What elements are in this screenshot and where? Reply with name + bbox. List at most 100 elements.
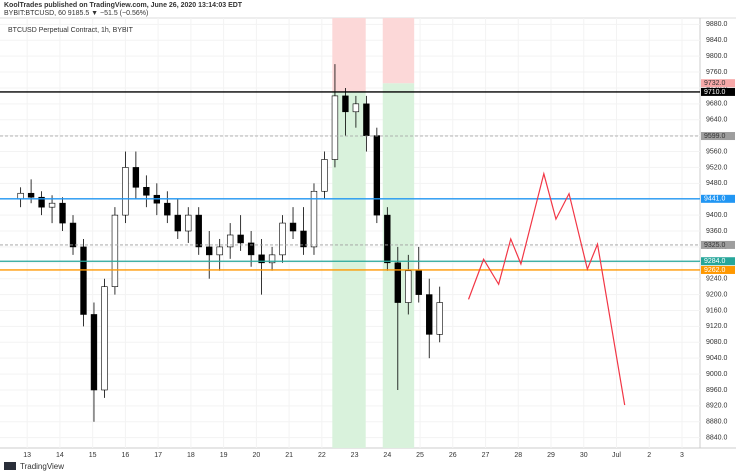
x-tick-label: Jul — [612, 452, 621, 459]
x-tick-label: 13 — [23, 452, 31, 459]
candle-body — [195, 214, 202, 248]
candle-body — [185, 214, 192, 232]
candle-body — [174, 214, 181, 232]
y-tick-label: 9880.0 — [706, 21, 728, 28]
y-tick-label: 9200.0 — [706, 291, 728, 298]
y-tick-label: 8960.0 — [706, 387, 728, 394]
candle-body — [300, 230, 307, 248]
level-tag — [701, 257, 735, 266]
candle-body — [143, 186, 150, 196]
candle-body — [122, 167, 129, 216]
y-tick-label: 9520.0 — [706, 164, 728, 171]
x-tick-label: 27 — [482, 452, 490, 459]
candle-body — [101, 286, 108, 391]
y-tick-label: 9560.0 — [706, 148, 728, 155]
projection-line — [467, 171, 626, 406]
plot — [0, 18, 700, 448]
level-label: 9599.0 — [704, 133, 726, 140]
y-tick-label: 9000.0 — [706, 371, 728, 378]
candle-body — [373, 135, 381, 216]
y-tick-label: 9160.0 — [706, 307, 728, 314]
candle-body — [352, 103, 360, 113]
candle-body — [69, 222, 77, 248]
y-tick-label: 9760.0 — [706, 69, 728, 76]
publisher: KoolTrades published on TradingView.com,… — [4, 2, 243, 9]
level-label: 9284.0 — [704, 258, 726, 265]
candle-body — [38, 196, 45, 208]
candle-body — [405, 270, 412, 303]
candle-body — [384, 214, 391, 264]
x-tick-label: 2 — [647, 452, 651, 459]
y-tick-label: 9480.0 — [706, 180, 728, 187]
candle-body — [331, 95, 339, 160]
candle-body — [164, 202, 171, 216]
brand: TradingView — [20, 462, 64, 471]
x-tick-label: 3 — [680, 452, 684, 459]
y-tick-label: 9800.0 — [706, 53, 728, 60]
x-tick-label: 24 — [383, 452, 391, 459]
candle-body — [342, 95, 349, 113]
candle-body — [59, 202, 66, 224]
x-tick-label: 19 — [220, 452, 228, 459]
x-tick-label: 28 — [514, 452, 522, 459]
x-tick-label: 14 — [56, 452, 64, 459]
zone — [382, 18, 415, 84]
x-tick-label: 20 — [252, 452, 260, 459]
x-tick-label: 17 — [154, 452, 162, 459]
candle-body — [415, 270, 422, 295]
level-tag — [701, 194, 735, 203]
logo — [4, 462, 16, 470]
candle-body — [258, 254, 265, 264]
candle-body — [426, 294, 433, 335]
y-tick-label: 9040.0 — [706, 355, 728, 362]
x-tick-label: 26 — [449, 452, 457, 459]
y-tick-label: 8880.0 — [706, 419, 728, 426]
x-tick-label: 21 — [285, 452, 293, 459]
level-tag — [701, 240, 735, 249]
candle-body — [310, 190, 318, 248]
y-tick-label: 8840.0 — [706, 435, 728, 442]
y-tick-label: 9120.0 — [706, 323, 728, 330]
candle-body — [247, 242, 255, 256]
candle-body — [321, 159, 328, 192]
y-tick-label: 9240.0 — [706, 276, 728, 283]
level-label: 9710.0 — [704, 89, 726, 96]
candle-body — [363, 103, 370, 136]
candle-body — [80, 246, 87, 315]
y-tick-label: 9640.0 — [706, 117, 728, 124]
candle-body — [27, 192, 35, 198]
x-tick-label: 23 — [351, 452, 359, 459]
x-tick-label: 25 — [416, 452, 424, 459]
level-label: 9441.0 — [704, 196, 726, 203]
level-tag — [701, 132, 735, 141]
y-tick-label: 8920.0 — [706, 403, 728, 410]
zone — [332, 18, 366, 92]
candle-body — [394, 262, 401, 303]
x-tick-label: 30 — [580, 452, 588, 459]
level-label: 9262.0 — [704, 267, 726, 274]
candle-body — [48, 202, 56, 208]
x-tick-label: 16 — [121, 452, 129, 459]
level-tag — [701, 87, 735, 96]
candle-body — [436, 302, 443, 335]
x-tick-label: 15 — [89, 452, 97, 459]
candle-body — [216, 246, 223, 256]
legend: BTCUSD Perpetual Contract, 1h, BYBIT — [8, 27, 134, 34]
level-tag — [701, 265, 735, 274]
candle-body — [111, 214, 119, 287]
candle-body — [279, 222, 286, 256]
y-tick-label: 9400.0 — [706, 212, 728, 219]
candle-body — [237, 234, 244, 244]
candle-body — [206, 246, 213, 256]
symbol-info: BYBIT:BTCUSD, 60 9185.5 ▼ −51.5 (−0.56%) — [4, 10, 148, 17]
candle-body — [268, 254, 276, 264]
y-tick-label: 9360.0 — [706, 228, 728, 235]
y-tick-label: 9680.0 — [706, 101, 728, 108]
y-tick-label: 9840.0 — [706, 37, 728, 44]
x-tick-label: 22 — [318, 452, 326, 459]
candle-body — [132, 167, 140, 188]
level-label: 9732.0 — [704, 80, 726, 87]
level-label: 9325.0 — [704, 242, 726, 249]
